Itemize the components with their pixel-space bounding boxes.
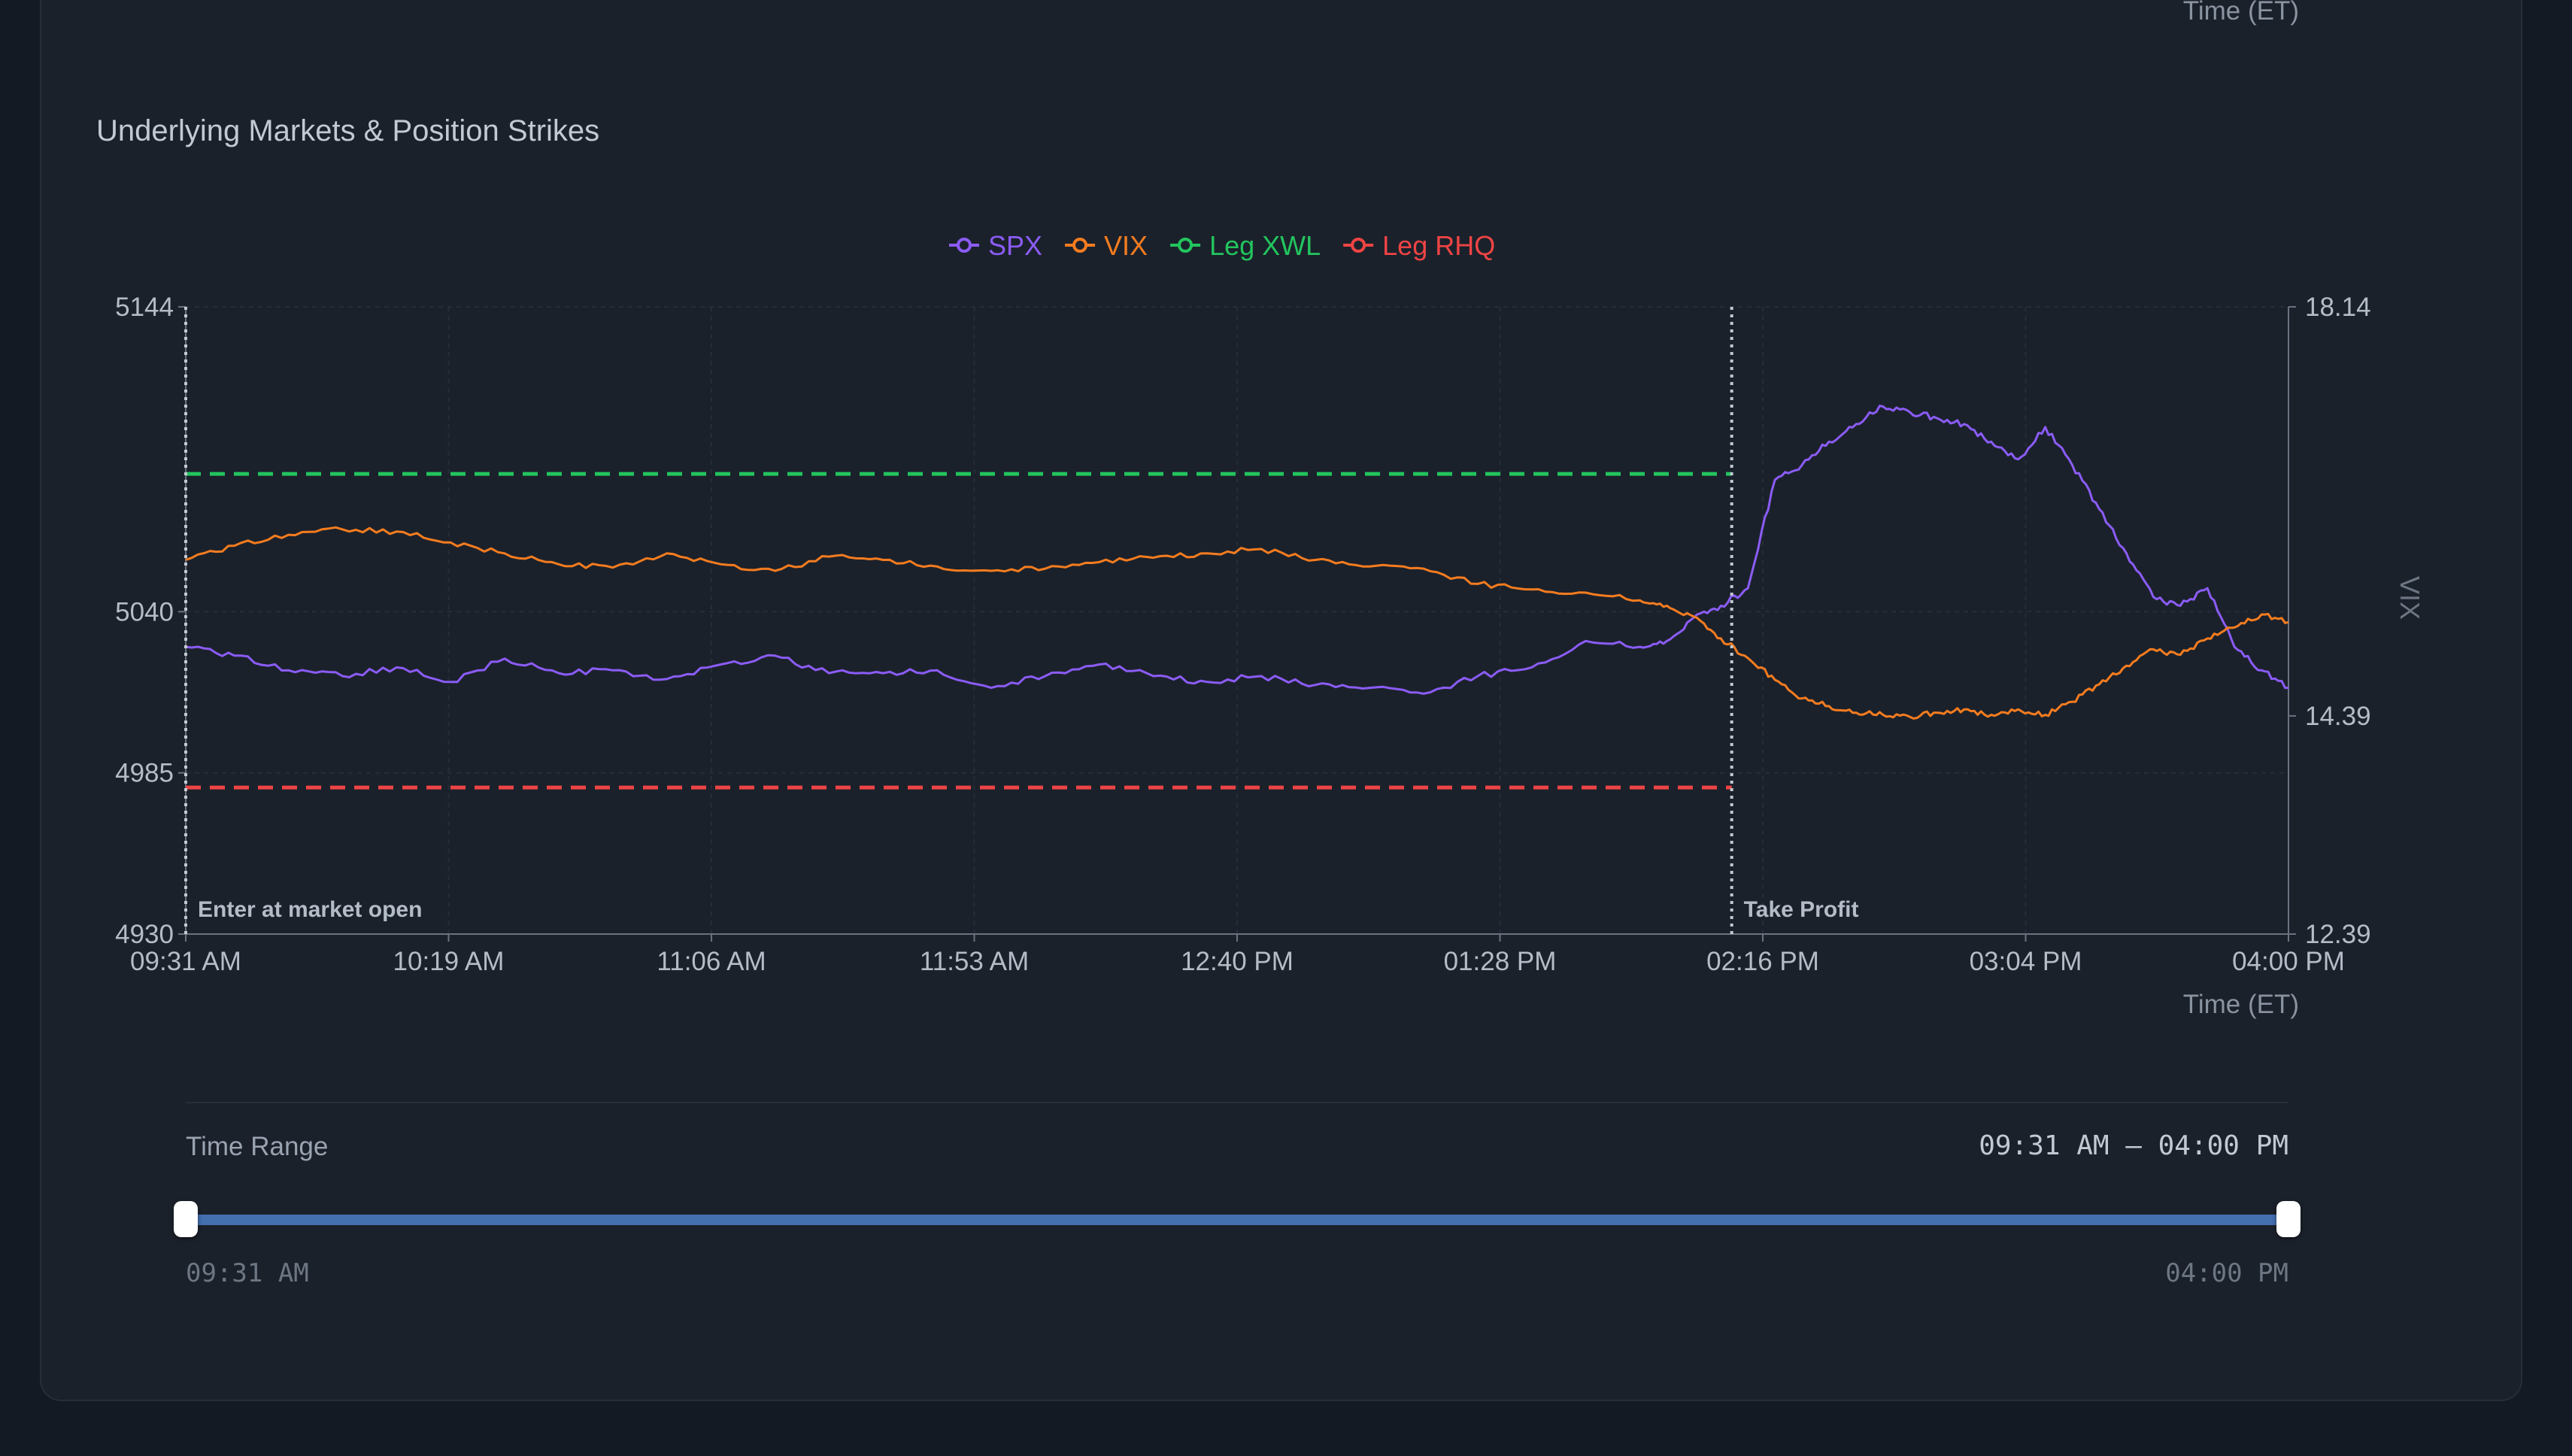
top-time-axis-label: Time (ET) xyxy=(2183,0,2299,26)
legend-swatch-marker xyxy=(1178,238,1193,253)
series-line-vix xyxy=(185,526,2289,720)
y-left-tick-label: 5040 xyxy=(115,597,174,626)
y-right-tick-label: 14.39 xyxy=(2305,702,2371,731)
y-left-tick-label: 4985 xyxy=(115,759,174,788)
time-range-label: Time Range xyxy=(186,1132,329,1161)
series-line-spx xyxy=(185,405,2288,695)
event-marker-label: Enter at market open xyxy=(198,897,422,922)
x-tick-label: 01:28 PM xyxy=(1444,947,1557,976)
legend-item-label: SPX xyxy=(988,230,1042,261)
x-tick-label: 04:00 PM xyxy=(2232,947,2345,976)
y-right-tick-label: 12.39 xyxy=(2305,920,2371,949)
chart-title: Underlying Markets & Position Strikes xyxy=(96,114,599,147)
chart-axes: 5144 5040 4985 4930 18.14 14.39 12.39 09:31 AM 1… xyxy=(115,293,2370,976)
chart-markers: Enter at market open Take Profit xyxy=(184,307,1859,934)
y-left-tick-label: 4930 xyxy=(115,920,174,949)
legend-item-label: VIX xyxy=(1104,230,1148,261)
event-marker-label: Take Profit xyxy=(1744,897,1859,922)
chart-grid xyxy=(185,306,2289,935)
right-axis-title: VIX xyxy=(2395,576,2425,620)
x-axis-title: Time (ET) xyxy=(2183,990,2299,1019)
x-tick-label: 02:16 PM xyxy=(1706,947,1819,976)
legend-swatch-marker xyxy=(957,238,972,253)
legend-swatch-marker xyxy=(1072,238,1088,253)
y-left-tick-label: 5144 xyxy=(115,293,174,322)
time-range-end-handle[interactable] xyxy=(2276,1201,2301,1237)
x-tick-label: 11:53 AM xyxy=(920,947,1029,976)
section-divider xyxy=(186,1102,2288,1103)
chart-series xyxy=(185,405,2289,790)
legend-swatch-marker xyxy=(1351,238,1366,253)
x-tick-label: 11:06 AM xyxy=(657,947,766,976)
time-range-slider-track[interactable] xyxy=(186,1215,2288,1225)
chart-legend: SPX VIX Leg XWL Leg RHQ xyxy=(949,230,1495,261)
x-tick-label: 03:04 PM xyxy=(1970,947,2082,976)
time-range-max-label: 04:00 PM xyxy=(2165,1258,2288,1288)
chart-card xyxy=(40,0,2522,1401)
legend-item-label: Leg RHQ xyxy=(1382,230,1495,261)
x-tick-label: 10:19 AM xyxy=(393,947,505,976)
time-range-start-handle[interactable] xyxy=(174,1201,198,1237)
x-tick-label: 12:40 PM xyxy=(1181,947,1294,976)
legend-item-label: Leg XWL xyxy=(1209,230,1321,261)
y-right-tick-label: 18.14 xyxy=(2305,293,2371,322)
time-range-min-label: 09:31 AM xyxy=(186,1258,309,1288)
x-tick-label: 09:31 AM xyxy=(130,947,241,976)
time-range-value: 09:31 AM – 04:00 PM xyxy=(1979,1130,2288,1161)
